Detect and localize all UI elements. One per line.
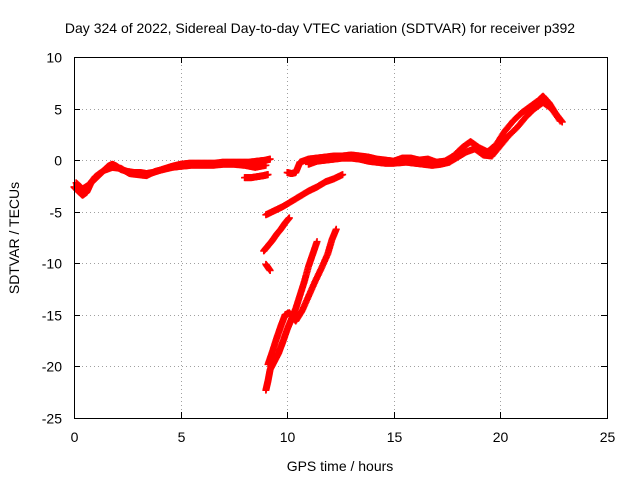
chart-title: Day 324 of 2022, Sidereal Day-to-day VTE… (65, 20, 575, 36)
data-point (332, 225, 340, 233)
y-axis-label: SDTVAR / TECUs (6, 182, 22, 294)
y-tick-label: -10 (42, 256, 62, 272)
x-tick-label: 0 (71, 429, 79, 445)
plot-frame (74, 57, 608, 419)
x-tick-label: 20 (493, 429, 509, 445)
series-2 (72, 98, 564, 193)
y-tick-label: -25 (42, 411, 62, 427)
data-point (555, 116, 563, 124)
y-tick-label: 5 (54, 102, 62, 118)
data-points (70, 92, 566, 394)
x-tick-label: 10 (280, 429, 296, 445)
data-point (262, 161, 270, 169)
series-4 (260, 214, 293, 275)
x-tick-label: 5 (178, 429, 186, 445)
y-tick-label: -15 (42, 308, 62, 324)
y-tick-label: 10 (46, 50, 62, 66)
data-point (266, 267, 274, 275)
axis-ticks: 0 5 10 15 20 25 -25 -20 -15 -10 -5 0 5 10 (42, 50, 616, 446)
data-point (313, 238, 321, 246)
data-point (556, 117, 564, 125)
data-point (266, 155, 274, 163)
grid (74, 57, 607, 418)
x-axis-label: GPS time / hours (287, 458, 394, 474)
y-tick-label: 0 (54, 153, 62, 169)
x-tick-label: 25 (600, 429, 616, 445)
y-tick-label: -20 (42, 359, 62, 375)
series-3 (262, 171, 347, 219)
data-point (285, 214, 293, 222)
series-5 (262, 225, 340, 394)
x-tick-label: 15 (387, 429, 403, 445)
data-point (339, 171, 347, 179)
y-tick-label: -5 (50, 205, 63, 221)
data-point (264, 171, 272, 179)
